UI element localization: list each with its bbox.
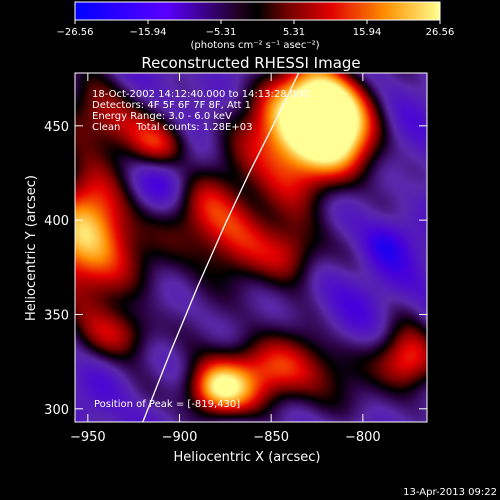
plot-frame — [74, 72, 428, 423]
y-tick-label: 350 — [44, 308, 69, 323]
y-tick-label: 300 — [44, 403, 69, 418]
x-tick-label: −900 — [162, 430, 198, 445]
x-tick-label: −850 — [253, 430, 289, 445]
x-tick-label: −800 — [345, 430, 381, 445]
colorbar-tick-label: 15.94 — [353, 27, 382, 38]
peak-position-label: Position of Peak = [-819,430] — [94, 399, 240, 410]
axis-ticks: −950 −900 −850 −800 300 350 400 450 — [44, 73, 427, 445]
colorbar-tick-label: 26.56 — [426, 27, 455, 38]
colorbar-tick-label: −26.56 — [56, 27, 93, 38]
y-tick-label: 400 — [44, 214, 69, 229]
y-tick-label: 450 — [44, 120, 69, 135]
colorbar-tick-label: −15.94 — [129, 27, 166, 38]
x-tick-label: −950 — [70, 430, 106, 445]
footer-timestamp: 13-Apr-2013 09:22 — [403, 487, 497, 498]
colorbar-tick-label: 5.31 — [283, 27, 305, 38]
annotation-energy: Energy Range: 3.0 - 6.0 keV — [92, 111, 232, 122]
colorbar — [74, 1, 441, 21]
colorbar-tick-label: −5.31 — [206, 27, 237, 38]
annotation-detectors: Detectors: 4F 5F 6F 7F 8F, Att 1 — [92, 100, 251, 111]
annotation-time: 18-Oct-2002 14:12:40.000 to 14:13:28.000 — [92, 89, 309, 100]
chart-title: Reconstructed RHESSI Image — [141, 54, 360, 72]
solar-limb-curve — [142, 73, 300, 422]
annotation-clean: Clean Total counts: 1.28E+03 — [92, 122, 252, 133]
y-axis-label: Heliocentric Y (arcsec) — [24, 175, 39, 321]
x-axis-label: Heliocentric X (arcsec) — [174, 450, 321, 465]
heatmap-image — [75, 73, 427, 422]
colorbar-ticks: −26.56 −15.94 −5.31 5.31 15.94 26.56 — [56, 20, 454, 38]
info-annotations: 18-Oct-2002 14:12:40.000 to 14:13:28.000… — [92, 89, 309, 410]
colorbar-units: (photons cm⁻² s⁻¹ asec⁻²) — [190, 40, 319, 51]
